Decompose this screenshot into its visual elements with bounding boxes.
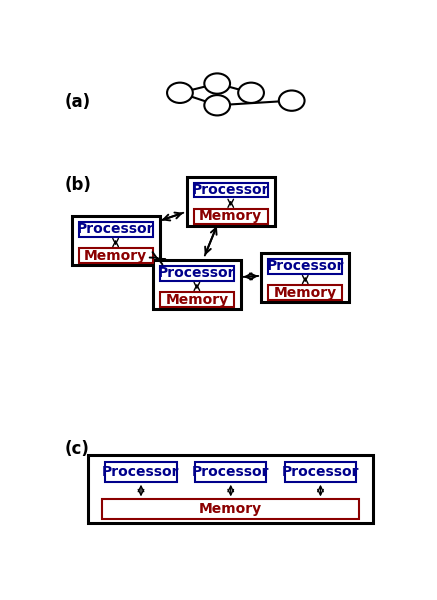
Bar bbox=[102, 499, 359, 519]
Bar bbox=[285, 463, 356, 482]
Ellipse shape bbox=[279, 91, 305, 111]
Text: Memory: Memory bbox=[199, 502, 262, 516]
Bar bbox=[88, 455, 373, 523]
Bar bbox=[72, 217, 160, 265]
Text: Processor: Processor bbox=[102, 465, 180, 479]
Bar bbox=[195, 463, 266, 482]
Bar bbox=[160, 292, 234, 307]
Text: Memory: Memory bbox=[165, 293, 229, 307]
Text: (b): (b) bbox=[65, 176, 92, 194]
Bar bbox=[268, 286, 342, 300]
Ellipse shape bbox=[205, 95, 230, 115]
Text: Memory: Memory bbox=[274, 286, 337, 299]
Text: Processor: Processor bbox=[158, 266, 236, 280]
Bar bbox=[160, 266, 234, 281]
Text: Memory: Memory bbox=[199, 209, 262, 223]
Ellipse shape bbox=[238, 83, 264, 103]
Ellipse shape bbox=[167, 83, 193, 103]
Bar bbox=[261, 253, 349, 302]
Text: Memory: Memory bbox=[84, 248, 147, 263]
Text: Processor: Processor bbox=[77, 223, 154, 236]
Text: Processor: Processor bbox=[282, 465, 359, 479]
Ellipse shape bbox=[205, 73, 230, 94]
Bar bbox=[79, 222, 153, 237]
Bar bbox=[153, 260, 241, 309]
Text: Processor: Processor bbox=[267, 259, 344, 274]
Text: Processor: Processor bbox=[192, 465, 270, 479]
Bar bbox=[268, 259, 342, 274]
Text: (a): (a) bbox=[65, 93, 91, 111]
Bar bbox=[105, 463, 177, 482]
Bar bbox=[194, 209, 268, 224]
Bar bbox=[79, 248, 153, 263]
Bar bbox=[194, 183, 268, 197]
Text: Processor: Processor bbox=[192, 183, 270, 197]
Bar bbox=[187, 177, 275, 226]
Text: (c): (c) bbox=[65, 440, 90, 458]
